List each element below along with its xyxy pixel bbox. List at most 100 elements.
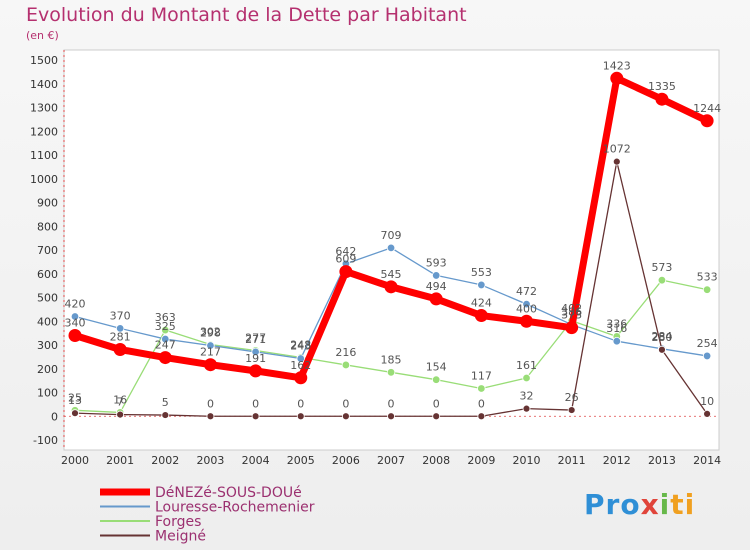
data-point (161, 334, 170, 344)
data-label: 0 (342, 397, 349, 410)
x-tick-label: 2008 (422, 454, 450, 467)
data-point (477, 280, 486, 290)
data-label: 243 (290, 340, 311, 353)
data-point (249, 364, 263, 378)
data-point (115, 324, 125, 333)
data-label: 117 (471, 369, 492, 382)
data-point (386, 243, 396, 253)
data-label: 709 (381, 229, 402, 242)
data-point (251, 347, 260, 357)
data-label: 161 (516, 359, 537, 372)
y-tick-label: 1400 (30, 78, 58, 91)
data-label: 553 (471, 266, 492, 279)
x-tick-label: 2003 (196, 454, 224, 467)
data-label: 0 (433, 397, 440, 410)
y-tick-label: 1500 (30, 54, 58, 67)
data-label: 533 (697, 271, 718, 284)
legend-label: Meigné (155, 529, 206, 545)
y-tick-label: 1300 (30, 102, 58, 115)
y-tick-label: 1200 (30, 125, 58, 138)
data-label: 420 (65, 298, 86, 311)
data-label: 370 (110, 309, 131, 322)
data-point (522, 404, 531, 413)
data-label: 25 (68, 391, 82, 404)
data-label: 10 (700, 395, 714, 408)
data-point (432, 375, 441, 384)
data-label: 248 (290, 338, 311, 351)
data-point (565, 321, 579, 335)
data-label: 0 (388, 397, 395, 410)
y-tick-label: 200 (37, 363, 58, 376)
data-label: 373 (561, 309, 582, 322)
data-label: 7 (117, 396, 124, 409)
data-point (702, 351, 712, 361)
legend-label: DéNEZé-SOUS-DOUé (155, 485, 302, 501)
y-tick-label: 800 (37, 220, 58, 233)
data-label: 336 (606, 317, 627, 330)
data-point (386, 368, 396, 377)
x-tick-label: 2009 (467, 454, 495, 467)
data-point (432, 271, 441, 280)
data-label: 1335 (648, 80, 676, 93)
data-point (113, 343, 127, 357)
data-label: 593 (426, 256, 447, 269)
data-point (206, 341, 215, 350)
data-label: 185 (381, 353, 402, 366)
data-label: 340 (65, 317, 86, 330)
data-point (294, 371, 308, 385)
data-label: 0 (297, 397, 304, 410)
data-label: 0 (207, 397, 214, 410)
y-tick-label: 900 (37, 197, 58, 210)
y-tick-label: 0 (51, 410, 58, 423)
data-point (567, 406, 576, 414)
data-point (702, 285, 712, 294)
data-label: 386 (561, 306, 582, 319)
data-label: 642 (335, 245, 356, 258)
data-point (429, 292, 443, 306)
data-point (203, 358, 217, 372)
data-point (610, 71, 624, 85)
x-tick-label: 2001 (106, 454, 134, 467)
data-label: 254 (697, 337, 718, 350)
y-tick-label: 1000 (30, 173, 58, 186)
data-label: 1423 (603, 59, 631, 72)
data-point (522, 299, 531, 309)
data-label: 5 (162, 396, 169, 409)
data-point (522, 373, 531, 383)
data-point (432, 412, 441, 421)
data-label: 472 (516, 285, 537, 298)
data-point (71, 409, 79, 418)
data-point (657, 275, 667, 285)
data-point (655, 92, 669, 106)
chart-title: Evolution du Montant de la Dette par Hab… (26, 4, 467, 26)
data-label: 1072 (603, 143, 631, 156)
data-label: 284 (651, 330, 672, 343)
data-label: 13 (68, 394, 82, 407)
x-tick-label: 2006 (332, 454, 360, 467)
data-label: 400 (516, 302, 537, 315)
data-label: 277 (245, 331, 266, 344)
data-label: 280 (651, 331, 672, 344)
x-tick-label: 2011 (558, 454, 586, 467)
data-point (296, 412, 305, 421)
data-point (161, 325, 170, 335)
data-point (387, 412, 395, 421)
data-label: 424 (471, 297, 492, 310)
data-point (477, 412, 486, 421)
data-point (341, 412, 350, 421)
data-point (384, 280, 398, 294)
x-tick-label: 2002 (151, 454, 179, 467)
y-tick-label: 100 (37, 387, 58, 400)
data-point (70, 312, 80, 321)
data-point (477, 384, 486, 393)
data-label: 325 (155, 320, 176, 333)
data-point (206, 412, 215, 421)
data-label: 247 (155, 339, 176, 352)
data-label: 217 (200, 346, 221, 359)
data-label: 191 (245, 352, 266, 365)
x-tick-label: 2013 (648, 454, 676, 467)
data-point (339, 265, 353, 279)
x-tick-label: 2007 (377, 454, 405, 467)
